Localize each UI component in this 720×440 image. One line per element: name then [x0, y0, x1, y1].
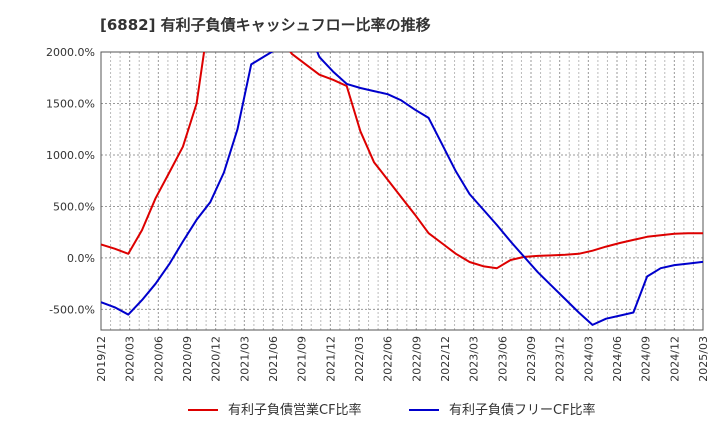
x-tick-label: 2021/03	[238, 336, 251, 382]
x-tick-label: 2022/12	[439, 336, 452, 382]
x-tick-label: 2024/12	[668, 336, 681, 382]
plot-border	[100, 51, 704, 331]
y-tick-label: 0.0%	[67, 252, 95, 265]
x-tick-label: 2020/09	[181, 336, 194, 382]
series-line-1	[316, 52, 703, 326]
legend-label-0: 有利子負債営業CF比率	[228, 402, 362, 418]
x-tick-label: 2021/06	[267, 336, 280, 382]
x-tick-label: 2023/03	[468, 336, 481, 382]
y-tick-label: -500.0%	[49, 303, 95, 316]
x-tick-label: 2021/12	[324, 336, 337, 382]
x-tick-label: 2020/03	[124, 336, 137, 382]
series-line-1	[101, 52, 274, 316]
x-tick-label: 2024/03	[582, 336, 595, 382]
x-tick-label: 2024/09	[640, 336, 653, 382]
series-group	[101, 52, 703, 326]
x-tick-label: 2023/12	[554, 336, 567, 382]
chart-title: [6882] 有利子負債キャッシュフロー比率の推移	[100, 16, 431, 34]
y-tick-label: 500.0%	[53, 200, 95, 213]
x-tick-label: 2020/12	[210, 336, 223, 382]
y-tick-label: 1000.0%	[46, 149, 95, 162]
x-tick-label: 2024/06	[611, 336, 624, 382]
x-tick-label: 2022/03	[353, 336, 366, 382]
x-tick-label: 2022/09	[410, 336, 423, 382]
x-tick-label: 2022/06	[382, 336, 395, 382]
y-tick-label: 2000.0%	[46, 46, 95, 59]
y-tick-label: 1500.0%	[46, 97, 95, 110]
x-tick-label: 2019/12	[95, 336, 108, 382]
series-line-0	[101, 52, 206, 255]
legend-label-1: 有利子負債フリーCF比率	[449, 402, 596, 418]
x-tick-label: 2020/06	[152, 336, 165, 382]
x-tick-label: 2023/09	[525, 336, 538, 382]
x-tick-label: 2025/03	[697, 336, 710, 382]
series-line-0	[289, 52, 703, 270]
x-tick-label: 2023/06	[496, 336, 509, 382]
x-tick-label: 2021/09	[296, 336, 309, 382]
